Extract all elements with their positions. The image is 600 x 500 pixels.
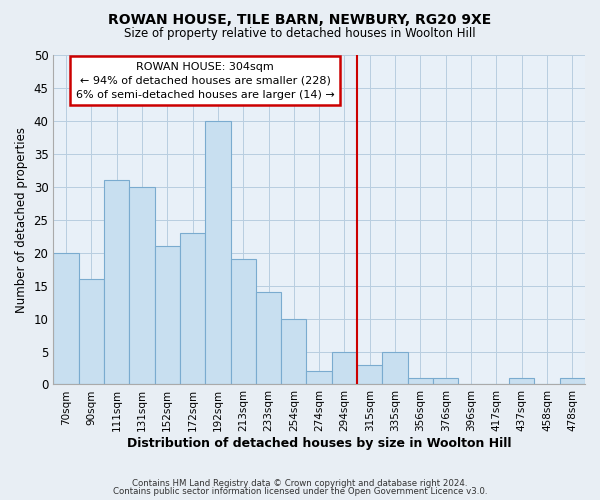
Y-axis label: Number of detached properties: Number of detached properties bbox=[15, 126, 28, 312]
Text: Contains public sector information licensed under the Open Government Licence v3: Contains public sector information licen… bbox=[113, 487, 487, 496]
Bar bbox=[560, 378, 585, 384]
Bar bbox=[79, 279, 104, 384]
Text: ROWAN HOUSE: 304sqm
← 94% of detached houses are smaller (228)
6% of semi-detach: ROWAN HOUSE: 304sqm ← 94% of detached ho… bbox=[76, 62, 335, 100]
Bar bbox=[281, 318, 307, 384]
Bar bbox=[104, 180, 129, 384]
X-axis label: Distribution of detached houses by size in Woolton Hill: Distribution of detached houses by size … bbox=[127, 437, 511, 450]
Text: Contains HM Land Registry data © Crown copyright and database right 2024.: Contains HM Land Registry data © Crown c… bbox=[132, 478, 468, 488]
Bar bbox=[256, 292, 281, 384]
Bar bbox=[53, 252, 79, 384]
Bar bbox=[307, 372, 332, 384]
Bar bbox=[332, 352, 357, 384]
Text: ROWAN HOUSE, TILE BARN, NEWBURY, RG20 9XE: ROWAN HOUSE, TILE BARN, NEWBURY, RG20 9X… bbox=[109, 12, 491, 26]
Bar bbox=[205, 121, 230, 384]
Bar bbox=[230, 260, 256, 384]
Bar bbox=[357, 364, 382, 384]
Text: Size of property relative to detached houses in Woolton Hill: Size of property relative to detached ho… bbox=[124, 28, 476, 40]
Bar bbox=[382, 352, 408, 384]
Bar bbox=[180, 233, 205, 384]
Bar bbox=[129, 187, 155, 384]
Bar bbox=[509, 378, 535, 384]
Bar bbox=[155, 246, 180, 384]
Bar bbox=[408, 378, 433, 384]
Bar bbox=[433, 378, 458, 384]
